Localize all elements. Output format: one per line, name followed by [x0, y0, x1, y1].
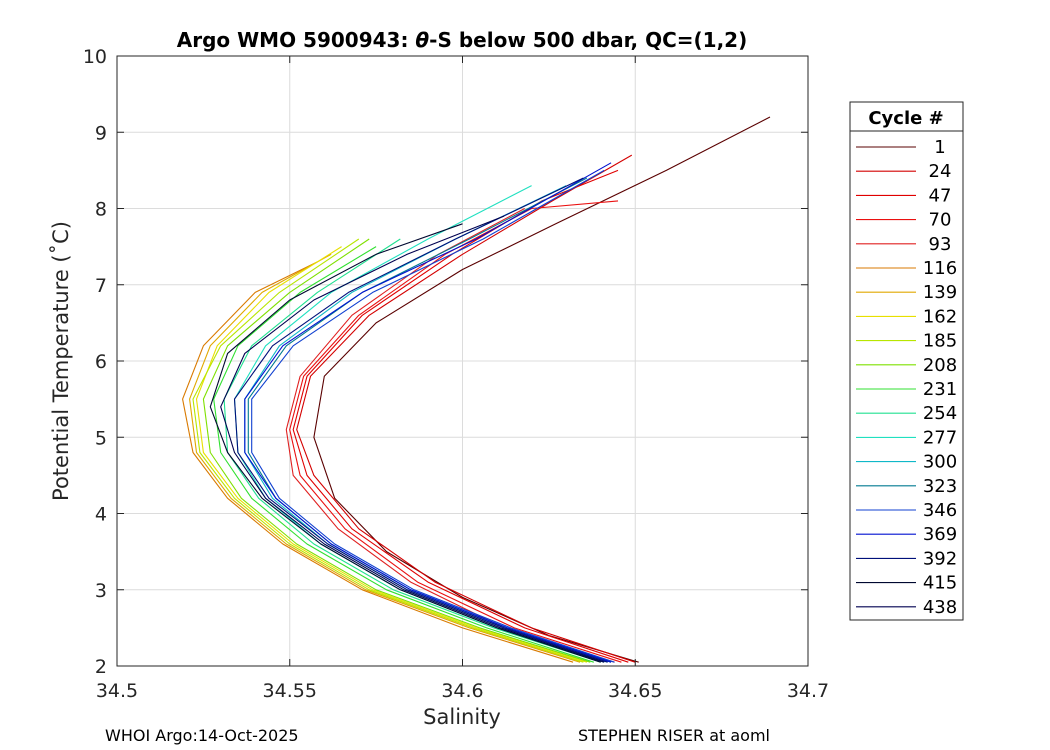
legend-label: 139 [923, 282, 957, 303]
legend-label: 24 [929, 161, 952, 182]
y-tick-label: 8 [95, 199, 107, 221]
series-line-cycle-162 [195, 246, 588, 663]
series-line-cycle-392 [233, 177, 608, 663]
y-tick-label: 6 [95, 351, 107, 373]
y-tick-label: 5 [95, 427, 107, 449]
legend-label: 277 [923, 427, 957, 448]
legend-label: 208 [923, 355, 957, 376]
legend-label: 300 [923, 452, 957, 473]
series-line-cycle-93 [285, 208, 615, 663]
legend-label: 70 [929, 210, 952, 231]
series-line-cycle-346 [251, 169, 615, 663]
series-line-cycle-24 [296, 154, 636, 663]
y-tick-label: 10 [83, 46, 107, 68]
y-tick-label: 7 [95, 275, 107, 297]
series-line-cycle-369 [244, 162, 612, 663]
legend-label: 162 [923, 306, 957, 327]
series-line-cycle-116 [182, 261, 574, 663]
legend-entries: 1 24 47 70 93 116 139 162 185 208 231 254 277 300 323 3… [856, 137, 957, 618]
legend-label: 415 [923, 573, 957, 594]
series-line-cycle-47 [292, 169, 629, 663]
series-layer [182, 116, 771, 663]
legend-label: 392 [923, 548, 957, 569]
x-tick-label: 34.7 [787, 680, 829, 702]
legend-label: 93 [929, 234, 952, 255]
x-axis-ticks: 34.5 34.55 34.6 34.65 34.7 [96, 56, 829, 702]
series-line-cycle-254 [223, 238, 601, 663]
legend-label: 47 [929, 185, 952, 206]
legend-label: 438 [923, 597, 957, 618]
x-tick-label: 34.5 [96, 680, 138, 702]
legend-label: 369 [923, 524, 957, 545]
x-axis-label: Salinity [423, 705, 501, 729]
footer-left-credit: WHOI Argo:14-Oct-2025 [105, 726, 299, 745]
legend-label: 231 [923, 379, 957, 400]
series-line-cycle-139 [189, 253, 581, 663]
legend-label: 346 [923, 500, 957, 521]
x-tick-label: 34.6 [441, 680, 483, 702]
legend-label: 1 [934, 137, 945, 158]
series-line-cycle-231 [213, 246, 594, 663]
series-line-cycle-438 [220, 215, 605, 663]
series-line-cycle-208 [202, 238, 591, 663]
y-axis-label: Potential Temperature (˚C) [49, 221, 73, 501]
series-line-cycle-1 [313, 116, 771, 663]
legend-label: 185 [923, 331, 957, 352]
series-line-cycle-415 [209, 223, 601, 663]
y-tick-label: 2 [95, 656, 107, 678]
legend-label: 323 [923, 476, 957, 497]
y-tick-label: 3 [95, 580, 107, 602]
legend-label: 116 [923, 258, 957, 279]
x-tick-label: 34.65 [608, 680, 662, 702]
y-axis-ticks: 2 3 4 5 6 7 8 9 10 [83, 46, 808, 678]
x-tick-label: 34.55 [263, 680, 317, 702]
legend-label: 254 [923, 403, 957, 424]
y-tick-label: 4 [95, 504, 107, 526]
legend: Cycle # 1 24 47 70 93 116 139 162 185 208 231 254 27… [849, 101, 964, 621]
series-line-cycle-70 [289, 200, 622, 663]
chart-title: Argo WMO 5900943: θ-S below 500 dbar, QC… [177, 28, 747, 52]
y-tick-label: 9 [95, 122, 107, 144]
series-line-cycle-185 [192, 238, 584, 663]
footer-right-credit: STEPHEN RISER at aoml [578, 726, 770, 745]
legend-title: Cycle # [868, 108, 943, 129]
